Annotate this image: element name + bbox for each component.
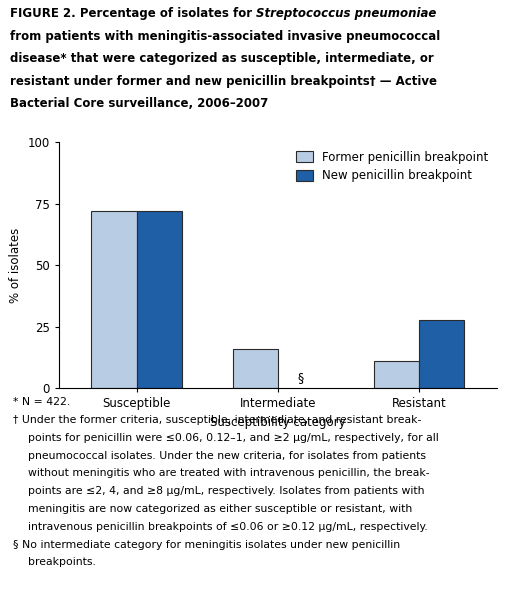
Text: disease* that were categorized as susceptible, intermediate, or: disease* that were categorized as suscep… (10, 52, 434, 65)
X-axis label: Susceptibility category: Susceptibility category (210, 416, 346, 429)
Text: pneumococcal isolates. Under the new criteria, for isolates from patients: pneumococcal isolates. Under the new cri… (28, 451, 426, 461)
Text: FIGURE 2. Percentage of isolates for: FIGURE 2. Percentage of isolates for (10, 7, 257, 20)
Bar (137, 211, 182, 388)
Bar (374, 361, 419, 388)
Text: points are ≤2, 4, and ≥8 μg/mL, respectively. Isolates from patients with: points are ≤2, 4, and ≥8 μg/mL, respecti… (28, 486, 424, 496)
Bar (91, 211, 137, 388)
Text: Bacterial Core surveillance, 2006–2007: Bacterial Core surveillance, 2006–2007 (10, 97, 268, 110)
Bar (419, 320, 464, 388)
Bar (232, 349, 278, 388)
Y-axis label: % of isolates: % of isolates (9, 228, 22, 303)
Text: from patients with meningitis-associated invasive pneumococcal: from patients with meningitis-associated… (10, 30, 440, 43)
Text: Streptococcus pneumoniae: Streptococcus pneumoniae (257, 7, 437, 20)
Legend: Former penicillin breakpoint, New penicillin breakpoint: Former penicillin breakpoint, New penici… (294, 148, 490, 185)
Text: * N = 422.: * N = 422. (13, 397, 70, 407)
Text: † Under the former criteria, susceptible, intermediate, and resistant break-: † Under the former criteria, susceptible… (13, 415, 421, 425)
Text: resistant under former and new penicillin breakpoints† — Active: resistant under former and new penicilli… (10, 75, 437, 88)
Text: breakpoints.: breakpoints. (28, 557, 96, 568)
Text: meningitis are now categorized as either susceptible or resistant, with: meningitis are now categorized as either… (28, 504, 412, 514)
Text: intravenous penicillin breakpoints of ≤0.06 or ≥0.12 μg/mL, respectively.: intravenous penicillin breakpoints of ≤0… (28, 522, 428, 532)
Text: §: § (297, 371, 304, 384)
Text: without meningitis who are treated with intravenous penicillin, the break-: without meningitis who are treated with … (28, 468, 430, 479)
Text: points for penicillin were ≤0.06, 0.12–1, and ≥2 μg/mL, respectively, for all: points for penicillin were ≤0.06, 0.12–1… (28, 433, 439, 443)
Text: § No intermediate category for meningitis isolates under new penicillin: § No intermediate category for meningiti… (13, 540, 400, 550)
